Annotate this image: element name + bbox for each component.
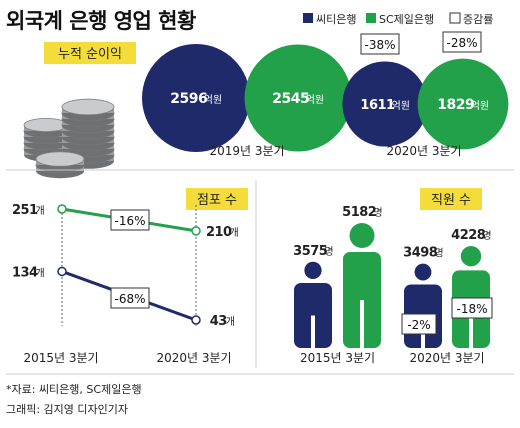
- legend-item: SC제일은행: [366, 12, 434, 26]
- page-title: 외국계 은행 영업 현황: [6, 9, 196, 33]
- point-label-sc-start-value: 251: [12, 203, 38, 218]
- panel-title-bg: [186, 188, 248, 210]
- legend-swatch: [366, 13, 376, 23]
- legend-label: SC제일은행: [379, 12, 434, 26]
- x-tick-label: 2020년 3분기: [409, 351, 484, 365]
- change-badge-branches-sc-label: -16%: [114, 214, 145, 228]
- person-leg-gap: [311, 315, 315, 348]
- bubble-sc: [244, 44, 352, 152]
- bubble-sc-unit: 억원: [306, 94, 324, 106]
- panel-title-bg: [420, 188, 482, 210]
- bubble-category-label: 2019년 3분기: [209, 144, 284, 158]
- change-badge-branches-citi-box: [110, 287, 150, 309]
- point-label-citi-start-unit: 개: [36, 267, 45, 279]
- point-label-citi-end-unit: 개: [226, 316, 235, 328]
- panel-title-net-income: 누적 순이익: [58, 47, 122, 62]
- bar-label-citi-value: 3575: [293, 244, 328, 259]
- person-bar-sc: [452, 246, 490, 348]
- change-badge-employees-sc-label: -18%: [456, 302, 487, 316]
- point-label-sc-end-value: 210: [206, 225, 232, 240]
- source-note: *자료: 씨티은행, SC제일은행: [6, 382, 142, 396]
- person-head: [304, 261, 322, 280]
- person-head: [414, 263, 432, 281]
- bar-label-sc-value: 5182: [342, 205, 376, 220]
- change-badge-branches-sc-box: [110, 209, 150, 231]
- bubble-sc-unit: 억원: [471, 100, 489, 112]
- bar-label-sc-value: 4228: [451, 228, 486, 243]
- legend-swatch: [303, 13, 313, 23]
- legend-label: 씨티은행: [316, 13, 356, 26]
- person-leg-gap: [469, 309, 473, 348]
- person-head: [349, 223, 375, 248]
- person-head: [460, 246, 482, 267]
- bubble-category-label: 2020년 3분기: [386, 144, 461, 158]
- panel-title-bg: [44, 42, 136, 64]
- bubble-citi: [142, 44, 250, 152]
- change-badge-employees-sc: -18%: [451, 297, 493, 319]
- data-point-sc: [57, 204, 67, 214]
- change-badge-net-sc-label: -28%: [446, 36, 477, 50]
- bubble-citi-value: 1611: [360, 98, 395, 113]
- bubble-citi: [342, 61, 428, 147]
- change-badge-branches-citi: -68%: [110, 287, 150, 309]
- bar-label-citi-unit: 명: [324, 246, 333, 258]
- change-badge-employees-citi-box: [401, 313, 437, 335]
- change-badge-employees-citi: -2%: [401, 313, 437, 335]
- change-badge-net-sc: -28%: [442, 31, 482, 53]
- bubble-citi-unit: 억원: [204, 94, 222, 106]
- change-badge-employees-sc-box: [451, 297, 493, 319]
- change-badge-branches-sc: -16%: [110, 209, 150, 231]
- person-bar-citi: [294, 261, 332, 348]
- legend-swatch: [449, 12, 461, 24]
- bar-label-citi-unit: 명: [434, 248, 443, 260]
- x-tick-label: 2015년 3분기: [23, 351, 98, 365]
- legend-item: 씨티은행: [303, 13, 356, 26]
- bar-label-citi-value: 3498: [403, 246, 438, 261]
- coin-stack-icon: [23, 98, 115, 179]
- point-label-citi-start-value: 134: [12, 265, 38, 280]
- person-leg-gap: [360, 300, 364, 348]
- legend-item: 증감률: [449, 12, 493, 26]
- bar-label-sc-unit: 명: [373, 207, 382, 219]
- bubble-sc-value: 1829: [437, 97, 474, 113]
- point-label-sc-start-unit: 개: [36, 205, 45, 217]
- point-label-citi-end-value: 43: [210, 314, 228, 329]
- coin-face: [35, 151, 85, 167]
- x-tick-label: 2020년 3분기: [156, 351, 231, 365]
- bubble-sc: [417, 58, 509, 150]
- coin-face: [23, 118, 69, 133]
- change-badge-net-citi-label: -38%: [364, 38, 395, 52]
- change-badge-net-sc-box: [442, 31, 482, 53]
- x-tick-label: 2015년 3분기: [300, 351, 375, 365]
- change-badge-employees-citi-label: -2%: [407, 318, 430, 332]
- panel-title-employees: 직원 수: [431, 193, 471, 208]
- bar-label-sc-unit: 명: [482, 230, 491, 242]
- bubble-sc-value: 2545: [272, 91, 309, 107]
- data-point-sc: [191, 226, 201, 236]
- bubble-citi-value: 2596: [170, 91, 207, 107]
- change-badge-net-citi: -38%: [360, 33, 400, 55]
- coin-face: [61, 98, 115, 116]
- person-bar-citi: [404, 263, 442, 348]
- point-label-sc-end-unit: 개: [230, 227, 239, 239]
- legend-label: 증감률: [463, 13, 493, 26]
- change-badge-net-citi-box: [360, 33, 400, 55]
- data-point-citi: [191, 315, 201, 325]
- change-badge-branches-citi-label: -68%: [114, 292, 145, 306]
- panel-title-branches: 점포 수: [197, 193, 237, 208]
- person-bar-sc: [343, 223, 381, 348]
- bubble-citi-unit: 억원: [392, 100, 410, 112]
- credit-note: 그래픽: 김지영 디자인기자: [6, 403, 128, 416]
- data-point-citi: [57, 266, 67, 277]
